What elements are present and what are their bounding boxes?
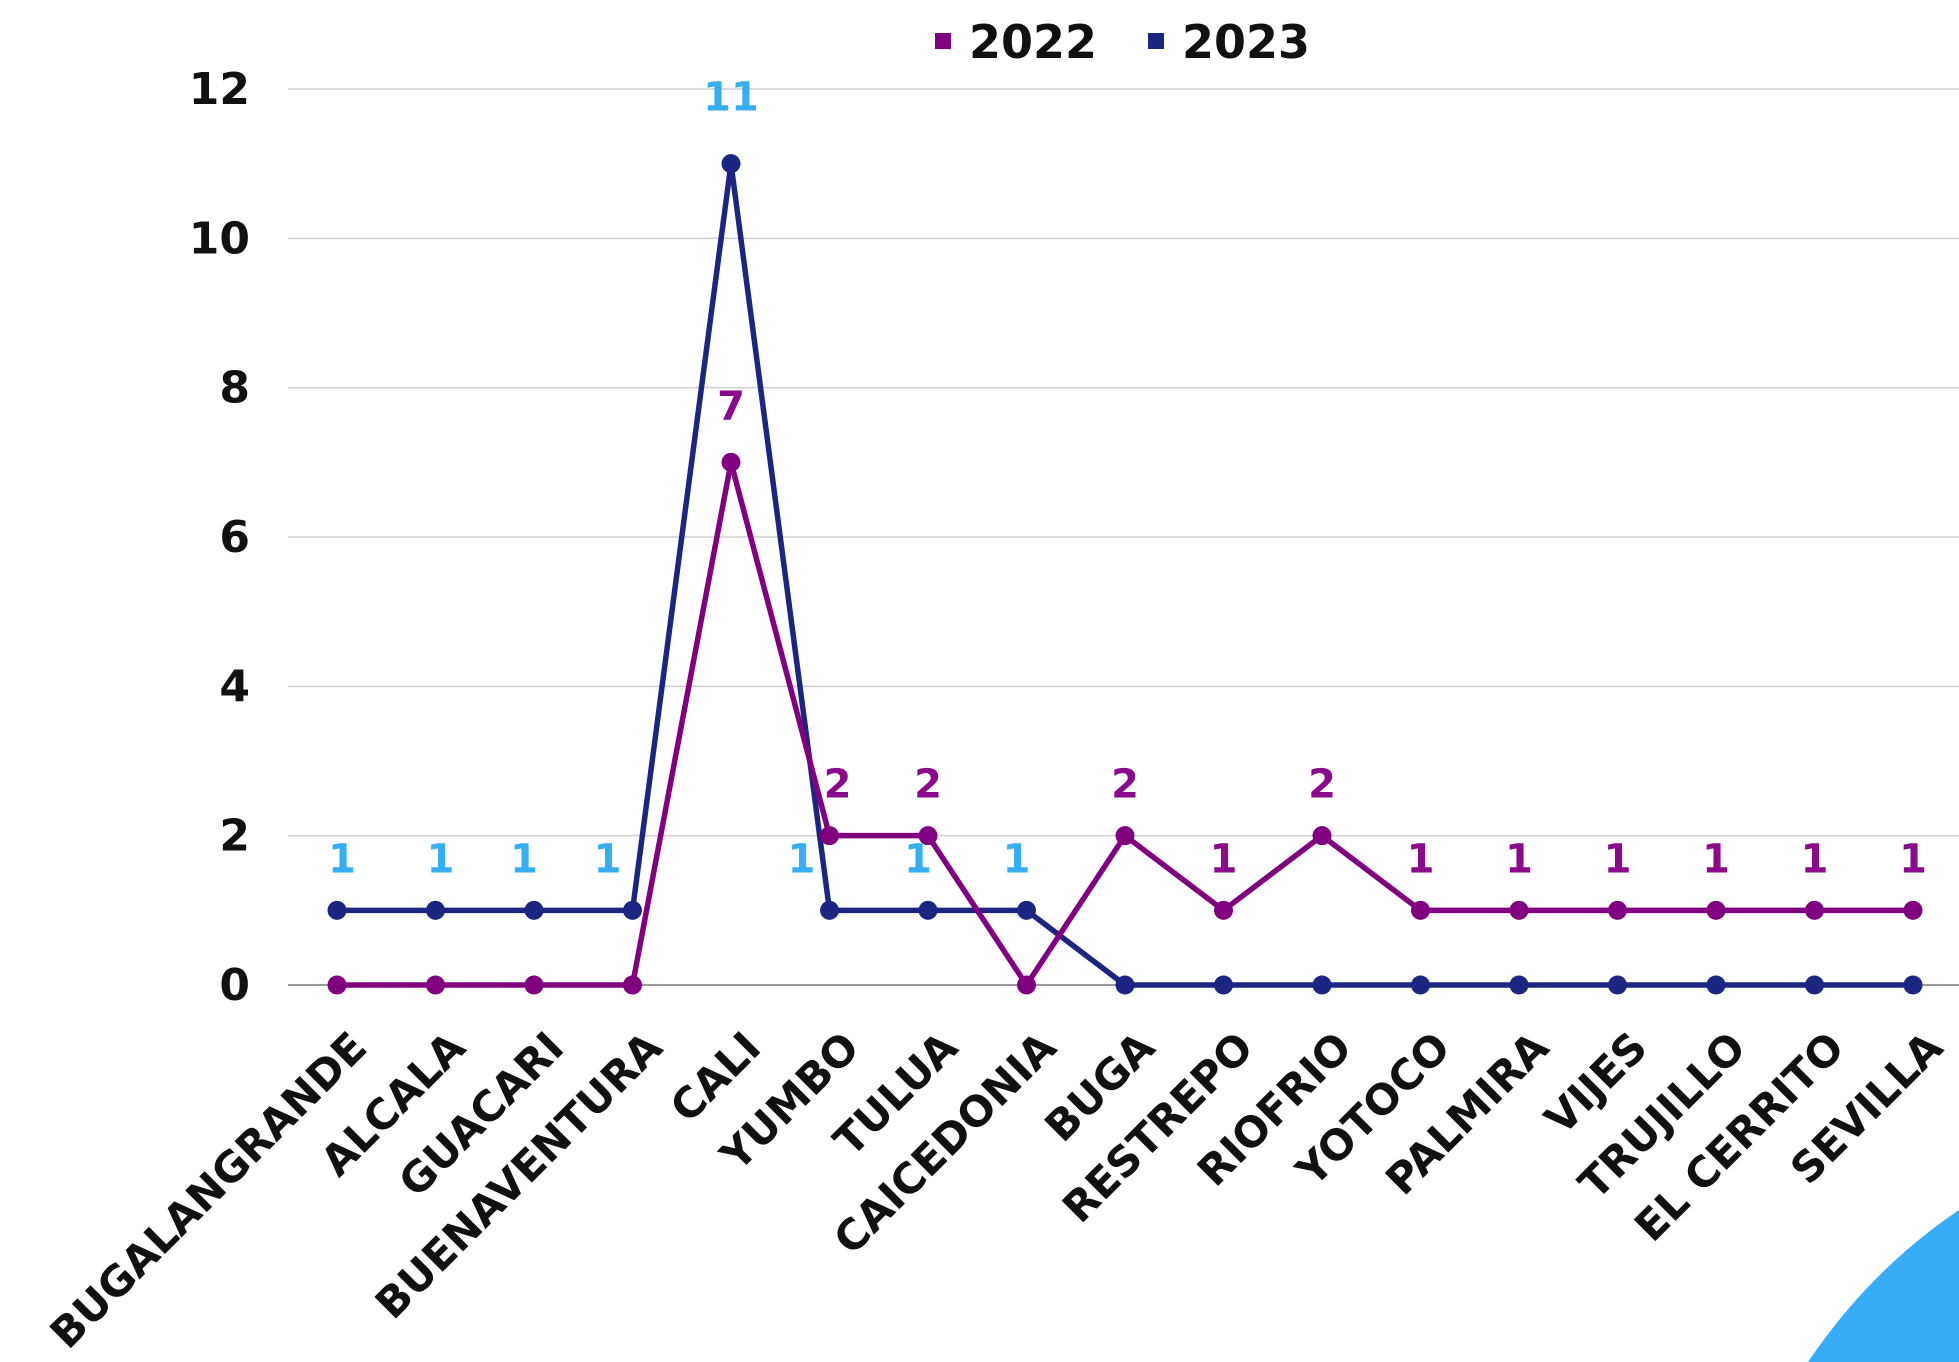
y-tick-label: 12 <box>189 64 250 115</box>
x-category-label: BUGALANGRANDE <box>41 1022 377 1358</box>
data-point-2023 <box>1608 975 1627 995</box>
data-point-2022 <box>1706 900 1726 920</box>
series-lines <box>327 154 1923 995</box>
data-label-2023: 1 <box>788 836 816 882</box>
series-line-2023 <box>334 160 1916 988</box>
data-point-2023 <box>721 154 741 174</box>
data-point-2022 <box>1608 900 1627 920</box>
data-point-2023 <box>1214 975 1233 995</box>
data-label-2022: 1 <box>1210 836 1238 882</box>
legend-item-2022: 2022 <box>935 15 1097 69</box>
y-tick-label: 8 <box>219 363 250 414</box>
data-label-2023: 1 <box>510 836 538 882</box>
x-axis-category-labels: BUGALANGRANDEALCALAGUACARIBUENAVENTURACA… <box>41 1022 1953 1358</box>
y-tick-label: 6 <box>219 512 250 563</box>
data-point-2022 <box>623 975 642 995</box>
y-tick-label: 4 <box>219 661 250 712</box>
y-axis-tick-labels: 0 2 4 6 8 10 12 <box>189 64 250 1011</box>
data-point-2022 <box>1509 900 1529 920</box>
data-point-2022 <box>1411 900 1430 920</box>
data-point-2023 <box>918 900 938 920</box>
data-point-2022 <box>820 826 839 846</box>
series-2023 <box>327 154 1923 995</box>
data-label-2022: 1 <box>1801 836 1829 882</box>
data-label-2023: 1 <box>904 836 932 882</box>
legend-swatch <box>1148 33 1164 49</box>
data-point-2023 <box>524 900 544 920</box>
data-point-2023 <box>327 900 347 920</box>
legend-item-2023: 2023 <box>1148 15 1310 69</box>
legend-swatch <box>935 33 951 49</box>
y-tick-label: 0 <box>219 960 250 1011</box>
data-label-2022: 2 <box>914 762 942 808</box>
data-point-2022 <box>721 452 741 472</box>
data-label-2022: 1 <box>1899 836 1927 882</box>
data-label-2023: 1 <box>1003 836 1031 882</box>
data-point-2022 <box>426 975 445 995</box>
legend-label: 2022 <box>969 15 1097 69</box>
data-point-2023 <box>1805 975 1824 995</box>
data-point-2022 <box>1903 900 1923 920</box>
data-label-2022: 1 <box>1702 836 1730 882</box>
data-point-2023 <box>1509 975 1529 995</box>
data-point-2023 <box>1411 975 1430 995</box>
y-tick-label: 2 <box>219 811 250 862</box>
data-point-2022 <box>1115 826 1135 846</box>
data-point-2022 <box>1017 975 1036 995</box>
decorative-corner-shape <box>1808 1210 1959 1362</box>
data-point-2023 <box>1903 975 1923 995</box>
data-point-2023 <box>1115 975 1135 995</box>
data-point-2023 <box>1017 900 1036 920</box>
legend: 2022 2023 <box>935 15 1310 69</box>
series-2022 <box>327 452 1923 995</box>
data-point-2022 <box>327 975 347 995</box>
data-label-2022: 7 <box>717 383 745 429</box>
data-point-2022 <box>918 826 938 846</box>
data-label-2022: 1 <box>1407 836 1435 882</box>
data-point-2022 <box>524 975 544 995</box>
data-label-2023: 11 <box>703 75 759 121</box>
legend-label: 2023 <box>1182 15 1310 69</box>
data-label-2022: 1 <box>1505 836 1533 882</box>
data-label-2022: 2 <box>1111 762 1139 808</box>
data-point-2023 <box>1312 975 1332 995</box>
series-line-2022 <box>334 459 1916 988</box>
data-point-2022 <box>1805 900 1824 920</box>
data-point-2023 <box>623 900 642 920</box>
data-label-2023: 1 <box>427 836 455 882</box>
data-label-2023: 1 <box>328 836 356 882</box>
data-point-2023 <box>1706 975 1726 995</box>
data-point-2022 <box>1214 900 1233 920</box>
data-point-2022 <box>1312 826 1332 846</box>
data-label-2023: 1 <box>594 836 622 882</box>
data-label-2022: 1 <box>1604 836 1632 882</box>
data-point-2023 <box>426 900 445 920</box>
data-point-2023 <box>820 900 839 920</box>
y-tick-label: 10 <box>189 213 250 264</box>
data-label-2022: 2 <box>1308 762 1336 808</box>
data-label-2022: 2 <box>824 762 852 808</box>
